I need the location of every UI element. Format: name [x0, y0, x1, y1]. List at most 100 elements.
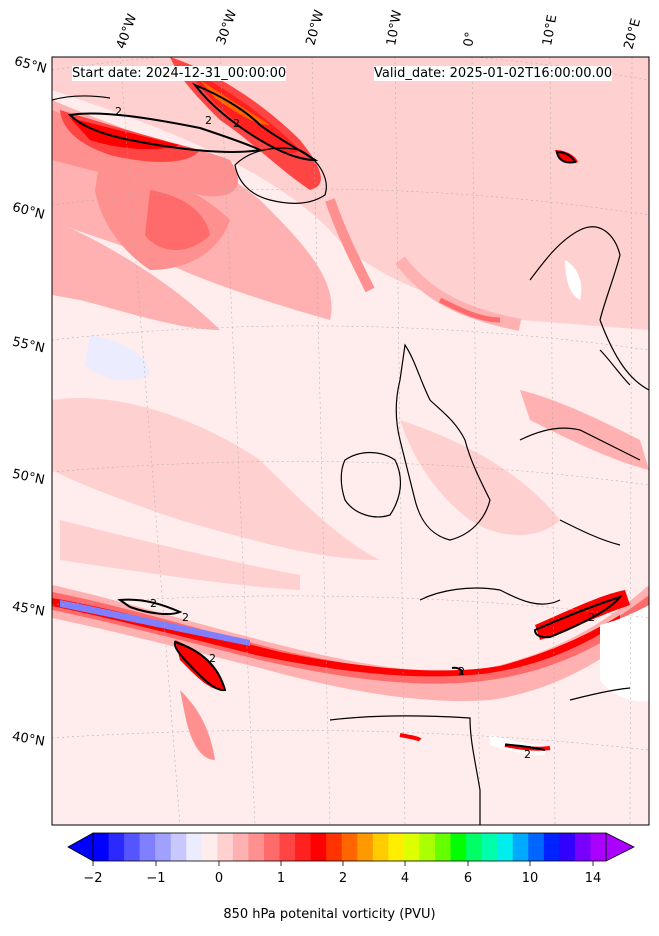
greenland-coast — [52, 95, 111, 101]
colorbar-max-extend — [605, 832, 635, 862]
colorbar-cell — [512, 833, 529, 861]
colorbar-tick-label: 2 — [338, 871, 348, 886]
contour-label: 2 — [115, 105, 122, 118]
north-sea-east-coast — [519, 427, 641, 461]
contour-label: 2 — [588, 611, 595, 624]
colorbar-cell — [186, 833, 203, 861]
lon-label-0: 0° — [461, 30, 479, 48]
contour-label: 2 — [524, 748, 531, 761]
field-band-mid-b — [60, 520, 300, 590]
colorbar-cell — [543, 833, 560, 861]
great-britain-coast — [395, 343, 491, 541]
colorbar-cell — [388, 833, 405, 861]
colorbar-min-extend — [67, 832, 94, 862]
missing-data-alps — [600, 605, 649, 702]
colorbar-cell — [435, 833, 452, 861]
colorbar-tick-label: 0 — [214, 871, 224, 886]
graticule-lon-10w — [394, 57, 406, 825]
map-frame — [51, 56, 650, 826]
colorbar-cell — [201, 833, 218, 861]
contour-label: 2 — [205, 114, 212, 127]
colorbar-cell — [450, 833, 467, 861]
colorbar-cell — [403, 833, 420, 861]
graticule-lon-0 — [471, 57, 481, 825]
field-band-uk — [400, 420, 560, 535]
colorbar-tick-label: −2 — [83, 871, 103, 886]
field-streak-c — [438, 297, 501, 323]
field-patch-h — [200, 80, 270, 125]
colorbar-cell — [170, 833, 187, 861]
colorbar-cell — [232, 833, 249, 861]
coastlines — [52, 95, 649, 825]
colorbar-cell — [295, 833, 312, 861]
colorbar-cell — [93, 833, 110, 861]
contour-label: 2 — [458, 665, 465, 678]
colorbar-cell — [590, 833, 607, 861]
contour-labels: 2 2 2 2 2 2 2 2 2 — [115, 105, 595, 761]
colorbar-cell — [248, 833, 265, 861]
front-negative-streak — [60, 600, 250, 646]
colorbar-tick-label: 1 — [276, 871, 286, 886]
sweden-coast — [599, 319, 649, 391]
colorbar-cell — [124, 833, 141, 861]
colorbar-cell — [264, 833, 281, 861]
colorbar-cell — [139, 833, 156, 861]
colorbar-tick-label: 4 — [400, 871, 410, 886]
colorbar — [67, 832, 635, 866]
colorbar-tick-label: −1 — [146, 871, 166, 886]
colorbar-cell — [559, 833, 576, 861]
field-patch-b — [145, 190, 210, 250]
graticule-lon-30w — [219, 57, 256, 825]
contour-front-lobe — [173, 640, 227, 692]
colorbar-cells — [93, 833, 607, 861]
colorbar-frame — [92, 832, 607, 862]
field-patch-e — [70, 118, 180, 150]
graticule-lon-40w — [119, 57, 181, 825]
colorbar-cell — [326, 833, 343, 861]
colorbar-tick-marks — [92, 861, 594, 866]
colorbar-cell — [574, 833, 591, 861]
contours-2pvu — [67, 82, 623, 751]
mediterranean-coast — [569, 687, 631, 701]
graticule-lon-20e — [629, 57, 633, 825]
contour-iceland-b — [192, 82, 319, 162]
contour-iceland-a — [67, 112, 264, 153]
france-coast — [419, 587, 561, 605]
valid-date-label: Valid_date: 2025-01-02T16:00:00.00 — [374, 66, 613, 81]
colorbar-cell — [108, 833, 125, 861]
norway-coast — [529, 226, 621, 321]
contour-label: 2 — [209, 652, 216, 665]
contour-iberia — [504, 744, 546, 751]
colorbar-title: 850 hPa potenital vorticity (PVU) — [223, 907, 436, 922]
contour-norway — [555, 150, 577, 164]
colorbar-cell — [155, 833, 172, 861]
colorbar-cell — [497, 833, 514, 861]
field-streak-a — [325, 198, 375, 293]
colorbar-cell — [279, 833, 296, 861]
colorbar-cell — [466, 833, 483, 861]
front-lobe — [175, 640, 225, 691]
field-band-mid-a — [52, 398, 380, 560]
field-negative-patch-a — [85, 335, 150, 381]
field-band-europe — [520, 390, 649, 470]
colorbar-tick-label: 14 — [584, 871, 602, 886]
colorbar-cell — [217, 833, 234, 861]
missing-data-norway — [565, 260, 582, 300]
start-date-label: Start date: 2024-12-31_00:00:00 — [72, 66, 287, 81]
field-band-north — [52, 57, 649, 330]
iberia-coast — [329, 715, 481, 825]
contour-front-east — [533, 595, 623, 639]
colorbar-cell — [357, 833, 374, 861]
contour-label: 2 — [150, 597, 157, 610]
ireland-coast — [340, 451, 402, 518]
front-lobe-tail — [180, 690, 215, 760]
contour-label: 2 — [233, 117, 240, 130]
spain-north-front — [399, 733, 422, 742]
contour-label: 2 — [182, 611, 189, 624]
graticule-lon-20w — [311, 57, 331, 825]
colorbar-tick-label: 10 — [521, 871, 539, 886]
colorbar-cell — [419, 833, 436, 861]
colorbar-cell — [372, 833, 389, 861]
colorbar-tick-label: 6 — [463, 871, 473, 886]
